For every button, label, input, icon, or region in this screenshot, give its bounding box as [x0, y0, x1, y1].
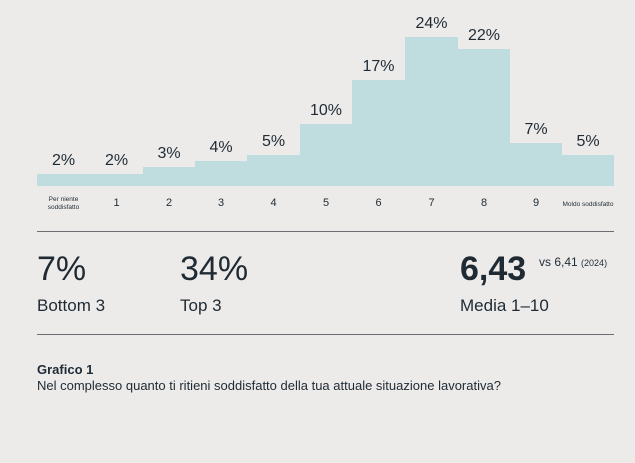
data-label: 24%: [415, 15, 447, 32]
tick-label: Per niente: [49, 196, 79, 203]
stat-media-value: 6,43: [460, 250, 527, 288]
tick-label: 3: [218, 197, 224, 209]
caption-question: Nel complesso quanto ti ritieni soddisfa…: [37, 378, 501, 393]
divider-top: [37, 231, 614, 232]
data-label: 22%: [468, 27, 500, 44]
stat-media-label: Media 1–10: [460, 296, 549, 315]
bar-4: [247, 155, 300, 186]
comparison-value: vs 6,41: [539, 255, 578, 269]
data-label: 5%: [262, 133, 285, 150]
divider-bottom: [37, 334, 614, 335]
stat-media: 6,43 Media 1–10: [460, 252, 549, 316]
tick-label: 9: [533, 197, 539, 209]
bar-8: [458, 49, 510, 186]
data-label: 3%: [157, 145, 180, 162]
data-label: 4%: [209, 139, 232, 156]
data-label: 17%: [362, 58, 394, 75]
tick-label: Moldo soddisfatto: [563, 201, 614, 208]
bar-moldo-soddisfatto: [562, 155, 614, 186]
comparison-year: (2024): [581, 258, 608, 268]
bar-5: [300, 124, 352, 186]
tick-label: 5: [323, 197, 329, 209]
bar-2: [143, 167, 195, 186]
bar-9: [510, 143, 562, 186]
tick-label: 4: [270, 197, 276, 209]
tick-label: 1: [113, 197, 119, 209]
bar-6: [352, 80, 405, 186]
bar-1: [90, 174, 143, 186]
data-label: 10%: [310, 102, 342, 119]
data-label: 2%: [52, 152, 75, 169]
bar-per-niente-soddisfatto: [37, 174, 90, 186]
stat-top-value: 34%: [180, 250, 249, 288]
bar-chart: 2%Per nientesoddisfatto2%13%24%35%410%51…: [37, 15, 614, 211]
tick-label: 2: [166, 197, 172, 209]
tick-label: 8: [481, 197, 487, 209]
caption-title: Grafico 1: [37, 362, 94, 377]
data-label: 2%: [105, 152, 128, 169]
tick-label: 6: [375, 197, 381, 209]
stat-bottom-3: 7% Bottom 3: [37, 252, 105, 316]
data-label: 7%: [524, 121, 547, 138]
bar-7: [405, 37, 458, 186]
data-label: 5%: [576, 133, 599, 150]
chart-caption: Grafico 1 Nel complesso quanto ti ritien…: [37, 362, 501, 394]
stat-top-3: 34% Top 3: [180, 252, 248, 316]
stat-bottom-label: Bottom 3: [37, 296, 106, 315]
stat-bottom-value: 7%: [37, 250, 87, 288]
tick-label: 7: [428, 197, 434, 209]
bar-3: [195, 161, 247, 186]
stat-top-label: Top 3: [180, 296, 222, 315]
tick-label: soddisfatto: [48, 204, 80, 211]
comparison-note: vs 6,41 (2024): [539, 255, 607, 269]
